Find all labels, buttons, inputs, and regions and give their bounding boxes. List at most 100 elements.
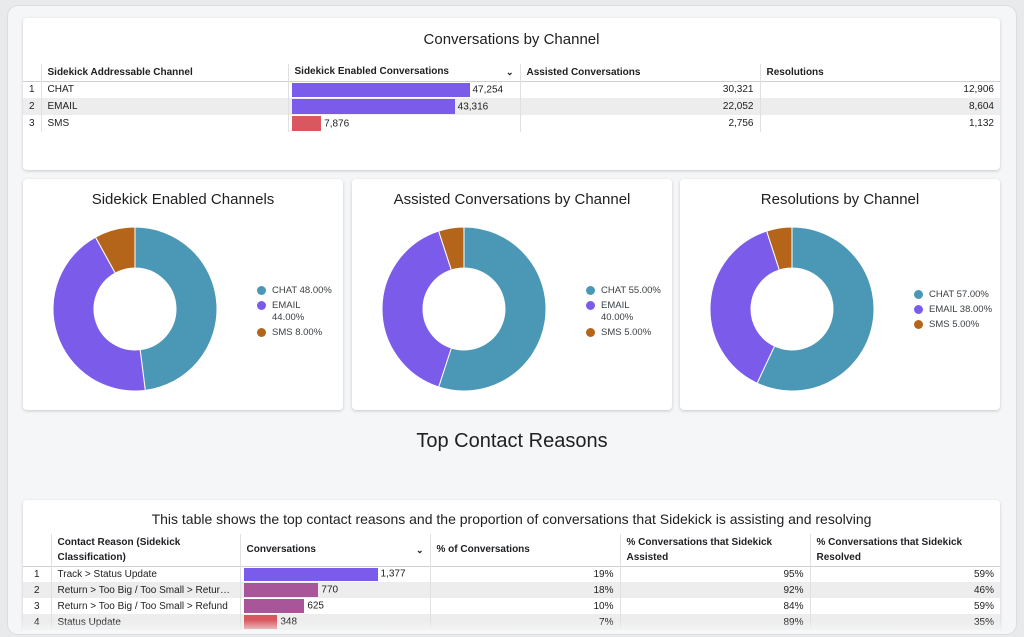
column-header[interactable]: % of Conversations	[429, 534, 620, 566]
table-row[interactable]: 3 SMS 7,876 2,756 1,132	[23, 115, 1000, 132]
legend-item[interactable]: SMS 8.00%	[257, 327, 339, 339]
enabled-bar-label: 7,876	[324, 118, 350, 129]
donut-slice-sms[interactable]	[766, 226, 793, 271]
column-header-sorted[interactable]: Conversations ⌄	[239, 534, 430, 566]
chart-legend: CHAT 55.00% EMAIL 40.00% SMS 5.00%	[586, 285, 668, 342]
donut-slice-chat[interactable]	[438, 226, 547, 392]
column-header-sorted[interactable]: Sidekick Enabled Conversations ⌄	[287, 64, 520, 81]
donut-chart	[709, 226, 875, 392]
reasons-card: This table shows the top contact reasons…	[23, 500, 1000, 634]
donut-slice-email[interactable]	[381, 230, 452, 388]
pct-cell: 19%	[429, 566, 620, 582]
conversations-bar	[243, 583, 319, 597]
column-header[interactable]: Contact Reason (Sidekick Classification)	[50, 534, 240, 566]
legend-item[interactable]: EMAIL 38.00%	[914, 304, 1000, 316]
channels-card: Conversations by Channel Sidekick Addres…	[23, 18, 1000, 170]
donut-slice-email[interactable]	[709, 230, 780, 384]
reason-cell: Return > Too Big / Too Small > Refund	[50, 598, 240, 614]
enabled-bar	[291, 99, 455, 114]
enabled-bar-cell: 47,254	[287, 81, 520, 98]
table-header-row: Sidekick Addressable Channel Sidekick En…	[23, 64, 1000, 81]
row-index: 2	[23, 98, 41, 115]
conversations-bar-cell: 770	[239, 582, 430, 598]
donut-slice-chat[interactable]	[756, 226, 875, 392]
reasons-table-title: This table shows the top contact reasons…	[151, 511, 872, 527]
assisted-pct-cell: 84%	[619, 598, 810, 614]
row-index: 2	[23, 582, 51, 598]
row-index: 3	[28, 118, 35, 129]
table-row[interactable]: 2 EMAIL 43,316 22,052 8,604	[23, 98, 1000, 115]
legend-item[interactable]: CHAT 48.00%	[257, 285, 339, 297]
channel-cell: EMAIL	[40, 98, 288, 115]
legend-swatch-sms	[586, 328, 595, 337]
row-index: 1	[28, 84, 35, 96]
pct-cell: 18%	[429, 582, 620, 598]
table-row[interactable]: 1 Track > Status Update 1,377 19% 95% 59…	[23, 566, 1000, 582]
conversations-bar-label: 1,377	[380, 568, 406, 580]
conversations-bar-cell: 1,377	[239, 566, 430, 582]
enabled-bar	[291, 116, 322, 131]
table-header-row: Contact Reason (Sidekick Classification)…	[23, 534, 1000, 566]
resolutions-cell: 12,906	[759, 81, 1000, 98]
table-row[interactable]: 3 Return > Too Big / Too Small > Refund …	[23, 598, 1000, 614]
assisted-cell: 2,756	[519, 115, 760, 132]
channel-cell: SMS	[40, 115, 288, 132]
donut-card-assisted: Assisted Conversations by Channel CHAT 5…	[352, 179, 672, 410]
legend-swatch-email	[586, 301, 595, 310]
column-header[interactable]: % Conversations that Sidekick Resolved	[809, 534, 1000, 566]
legend-item[interactable]: CHAT 57.00%	[914, 289, 1000, 301]
donut-chart	[52, 226, 218, 392]
enabled-bar-label: 47,254	[472, 84, 504, 96]
pct-cell: 10%	[429, 598, 620, 614]
column-header[interactable]: Assisted Conversations	[519, 64, 760, 81]
legend-swatch-chat	[257, 286, 266, 295]
assisted-cell: 30,321	[519, 81, 760, 98]
enabled-bar-label: 43,316	[457, 101, 489, 112]
resolutions-cell: 8,604	[759, 98, 1000, 115]
legend-swatch-sms	[257, 328, 266, 337]
donut-slice-chat[interactable]	[134, 226, 218, 391]
donut-slice-email[interactable]	[52, 236, 146, 392]
column-header[interactable]: Sidekick Addressable Channel	[40, 64, 288, 81]
dashboard-frame: Conversations by Channel Sidekick Addres…	[8, 6, 1016, 634]
chart-title: Resolutions by Channel	[760, 191, 920, 208]
legend-item[interactable]: EMAIL 44.00%	[257, 300, 339, 324]
conversations-bar	[243, 599, 305, 613]
donut-slice-sms[interactable]	[438, 226, 465, 271]
column-header[interactable]: Resolutions	[759, 64, 1000, 81]
chevron-down-icon[interactable]: ⌄	[505, 67, 514, 78]
legend-swatch-email	[257, 301, 266, 310]
channel-cell: CHAT	[40, 81, 288, 98]
chart-legend: CHAT 57.00% EMAIL 38.00% SMS 5.00%	[914, 289, 1000, 334]
column-header[interactable]: % Conversations that Sidekick Assisted	[619, 534, 810, 566]
channels-table: Sidekick Addressable Channel Sidekick En…	[23, 64, 1000, 132]
legend-swatch-email	[914, 305, 923, 314]
chart-legend: CHAT 48.00% EMAIL 44.00% SMS 8.00%	[257, 285, 339, 342]
donut-card-resolutions: Resolutions by Channel CHAT 57.00% EMAIL…	[680, 179, 1000, 410]
bottom-fade	[8, 620, 1016, 634]
legend-item[interactable]: CHAT 55.00%	[586, 285, 668, 297]
legend-swatch-sms	[914, 320, 923, 329]
resolved-pct-cell: 59%	[809, 598, 1000, 614]
resolved-pct-cell: 46%	[809, 582, 1000, 598]
legend-item[interactable]: SMS 5.00%	[586, 327, 668, 339]
conversations-bar-cell: 625	[239, 598, 430, 614]
enabled-bar-cell: 7,876	[287, 115, 520, 132]
legend-swatch-chat	[586, 286, 595, 295]
enabled-bar	[291, 82, 470, 97]
row-index: 3	[33, 600, 40, 612]
conversations-bar-label: 770	[321, 584, 339, 596]
channels-table-title: Conversations by Channel	[423, 31, 600, 48]
resolutions-cell: 1,132	[759, 115, 1000, 132]
reasons-table: Contact Reason (Sidekick Classification)…	[23, 534, 1000, 630]
donut-slice-sms[interactable]	[94, 226, 136, 274]
table-row[interactable]: 2 Return > Too Big / Too Small > Return …	[23, 582, 1000, 598]
legend-swatch-chat	[914, 290, 923, 299]
legend-item[interactable]: EMAIL 40.00%	[586, 300, 668, 324]
row-index: 1	[33, 568, 40, 580]
legend-item[interactable]: SMS 5.00%	[914, 319, 1000, 331]
table-row[interactable]: 1 CHAT 47,254 30,321 12,906	[23, 81, 1000, 98]
conversations-bar-label: 625	[307, 600, 324, 612]
assisted-cell: 22,052	[519, 98, 760, 115]
chevron-down-icon[interactable]: ⌄	[415, 544, 424, 555]
